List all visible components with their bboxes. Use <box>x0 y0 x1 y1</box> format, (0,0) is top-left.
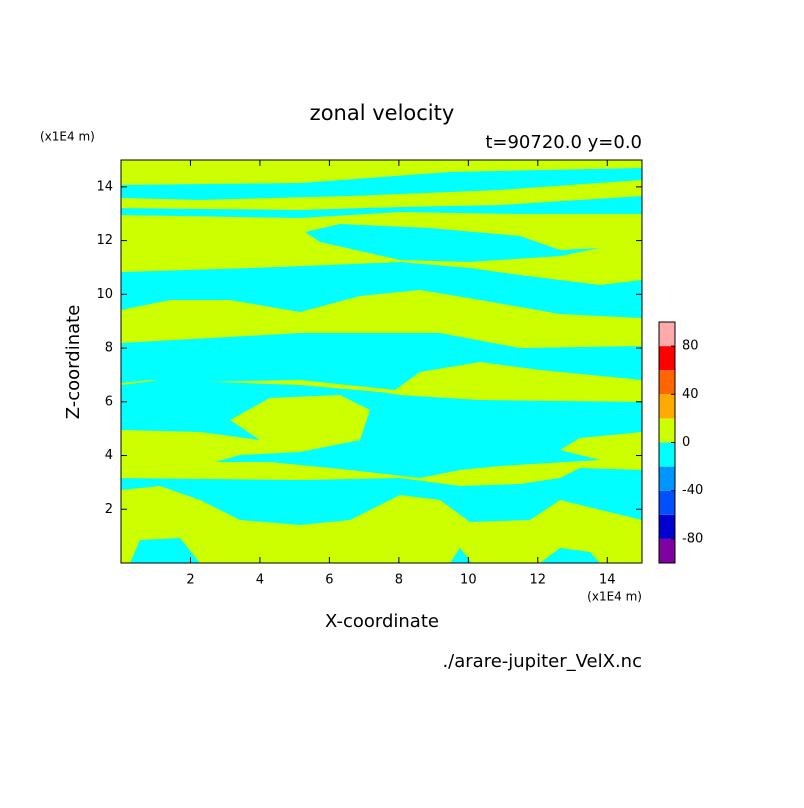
colorbar-bin <box>659 514 675 539</box>
source-file: ./arare-jupiter_VelX.nc <box>442 651 642 672</box>
colorbar-tick-label: 40 <box>682 387 699 402</box>
colorbar-tick-label: -40 <box>682 483 703 498</box>
x-tick-label: 10 <box>460 573 477 588</box>
colorbar-bin <box>659 370 675 395</box>
plot-field <box>120 159 643 564</box>
contour-region <box>121 262 642 318</box>
x-tick-label: 8 <box>395 573 403 588</box>
contour-region <box>130 538 200 563</box>
colorbar-bin <box>659 322 675 347</box>
colorbar-bin <box>659 394 675 419</box>
negative-regions <box>121 168 642 563</box>
y-tick-label: 2 <box>105 502 113 517</box>
contour-region <box>121 333 642 390</box>
chart-subtitle: t=90720.0 y=0.0 <box>485 132 642 153</box>
y-tick-label: 12 <box>96 233 113 248</box>
x-tick-label: 14 <box>599 573 616 588</box>
colorbar-bin <box>659 346 675 371</box>
colorbar-tick-label: -80 <box>682 531 703 546</box>
colorbar-tick-label: 0 <box>682 435 690 450</box>
colorbar-bin <box>659 442 675 467</box>
y-tick-label: 14 <box>96 179 113 194</box>
chart-title: zonal velocity <box>310 101 455 125</box>
x-unit: (x1E4 m) <box>587 590 642 604</box>
x-tick-label: 4 <box>256 573 264 588</box>
x-tick-label: 12 <box>530 573 547 588</box>
colorbar-bin <box>659 538 675 563</box>
contour-region <box>121 380 642 478</box>
contour-region <box>121 168 642 200</box>
y-unit: (x1E4 m) <box>40 130 95 144</box>
colorbar-bin <box>659 418 675 443</box>
contour-region <box>450 548 472 563</box>
contour-region <box>121 468 642 525</box>
y-axis-label: Z-coordinate <box>63 305 84 420</box>
y-tick-label: 10 <box>96 287 113 302</box>
colorbar-tick-label: 80 <box>682 339 699 354</box>
colorbar-bin <box>659 466 675 491</box>
x-axis-label: X-coordinate <box>325 611 439 632</box>
contour-region <box>540 548 600 563</box>
plot-frame <box>120 159 643 564</box>
colorbar-bin <box>659 490 675 515</box>
y-tick-label: 6 <box>105 394 113 409</box>
y-tick-label: 8 <box>105 341 113 356</box>
x-tick-label: 2 <box>186 573 194 588</box>
contour-region <box>305 224 600 262</box>
x-tick-label: 6 <box>325 573 333 588</box>
y-tick-label: 4 <box>105 448 113 463</box>
contour-region <box>121 196 642 218</box>
